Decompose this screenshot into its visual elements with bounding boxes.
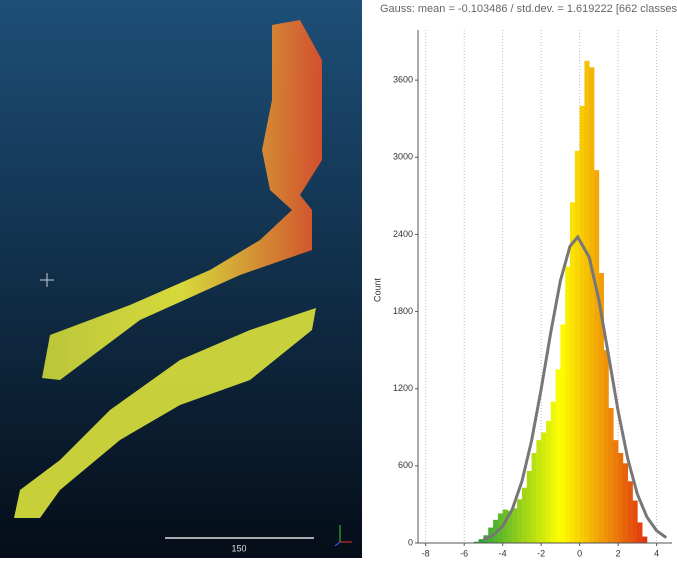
y-tick-label: 600 xyxy=(398,460,413,470)
bar xyxy=(555,369,561,543)
point-cloud-view[interactable]: 150 xyxy=(0,0,362,558)
histogram-panel: Gauss: mean = -0.103486 / std.dev. = 1.6… xyxy=(372,3,677,302)
bar xyxy=(632,500,638,543)
bar xyxy=(594,170,600,543)
bar xyxy=(584,60,590,543)
y-tick-label: 3000 xyxy=(393,152,413,162)
bar xyxy=(560,324,566,543)
axis-icon xyxy=(334,525,352,547)
x-tick-label: -4 xyxy=(499,548,507,558)
bar xyxy=(598,273,604,543)
x-tick-label: -6 xyxy=(460,548,468,558)
chart-title: Gauss: mean = -0.103486 / std.dev. = 1.6… xyxy=(380,3,677,15)
bar xyxy=(579,105,585,543)
bar xyxy=(642,536,648,543)
bar xyxy=(637,522,643,543)
bar xyxy=(550,401,556,543)
point-cloud-lower xyxy=(14,308,316,518)
x-tick-label: 2 xyxy=(616,548,621,558)
bar xyxy=(574,150,580,543)
y-tick-label: 0 xyxy=(408,537,413,547)
bar xyxy=(608,408,614,543)
y-tick-label: 1800 xyxy=(393,306,413,316)
x-tick-label: -8 xyxy=(422,548,430,558)
bar xyxy=(531,453,537,543)
bar xyxy=(502,509,508,543)
bar xyxy=(512,508,518,543)
bar xyxy=(613,440,619,543)
y-axis-label: Count xyxy=(372,278,382,303)
bar xyxy=(603,350,609,543)
bar xyxy=(473,541,479,543)
bar xyxy=(618,453,624,543)
y-tick-label: 1200 xyxy=(393,383,413,393)
x-tick-label: 4 xyxy=(654,548,659,558)
bar xyxy=(589,67,595,544)
bar xyxy=(507,510,513,543)
point-cloud-upper xyxy=(42,20,322,380)
x-tick-label: -2 xyxy=(537,548,545,558)
bar xyxy=(627,481,633,543)
y-tick-label: 3600 xyxy=(393,75,413,85)
bar xyxy=(517,499,523,543)
crosshair xyxy=(40,273,54,287)
bar xyxy=(622,463,629,543)
bar xyxy=(565,266,571,543)
gauss-curve xyxy=(482,234,668,542)
bar xyxy=(526,471,532,543)
scale-label: 150 xyxy=(231,543,246,553)
bar xyxy=(541,432,547,543)
bar xyxy=(545,420,552,543)
bar xyxy=(478,539,484,543)
x-tick-label: 0 xyxy=(577,548,582,558)
bar xyxy=(570,202,576,544)
bar xyxy=(536,440,542,543)
y-tick-label: 2400 xyxy=(393,229,413,239)
bar xyxy=(521,487,528,543)
